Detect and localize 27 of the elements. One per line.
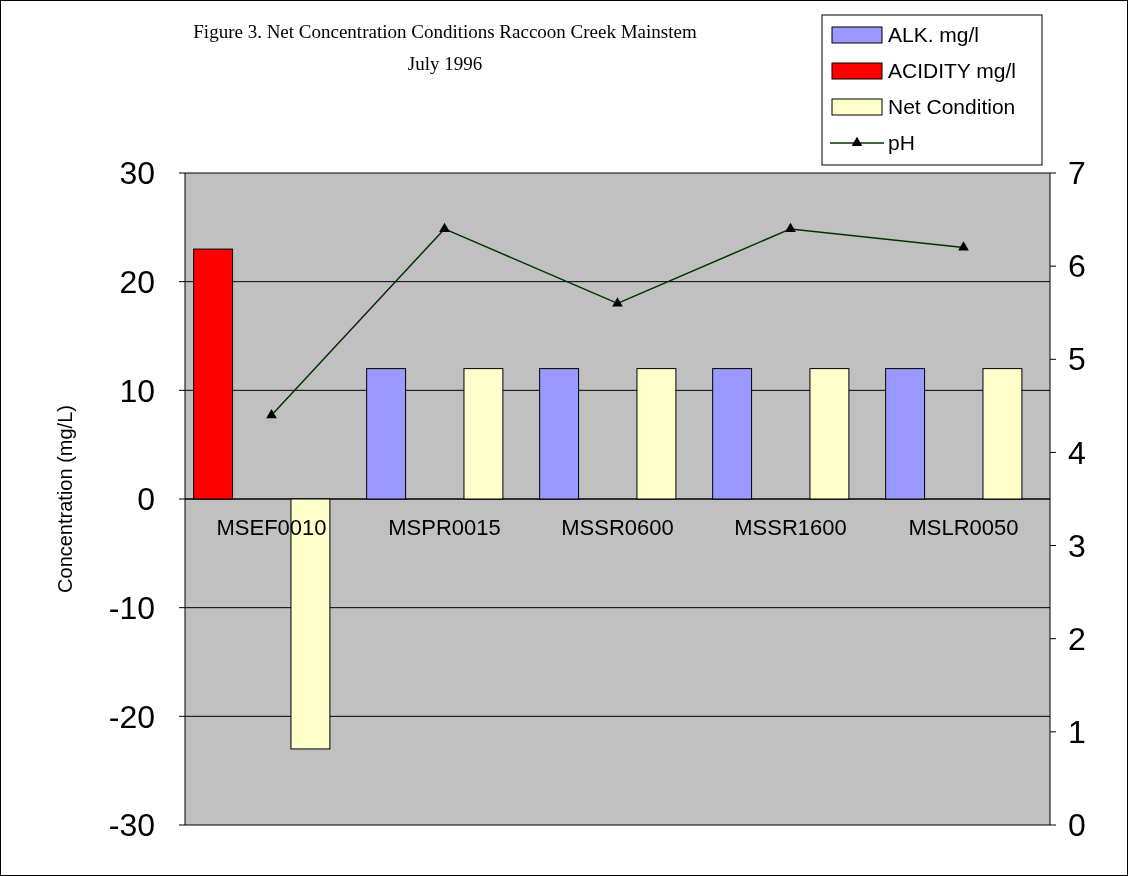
chart-title: Figure 3. Net Concentration Conditions Raccoon Creek Mainstem [193,21,697,42]
y2-tick-label: 5 [1068,341,1086,378]
chart-subtitle: July 1996 [407,53,483,74]
y2-tick-label: 6 [1068,248,1086,285]
y-tick-label: 20 [119,263,155,300]
y2-tick-label: 2 [1068,620,1086,657]
legend-label: pH [888,131,915,155]
y-tick-label: 30 [119,155,155,192]
y2-tick-label: 0 [1068,807,1086,844]
y-tick-label: -20 [108,698,155,735]
y2-tick-label: 3 [1068,527,1086,564]
y2-tick-label: 7 [1068,155,1086,192]
y-tick-label: 0 [137,481,155,518]
x-tick-label: MSPR0015 [388,515,501,540]
y2-tick-label: 1 [1068,714,1086,751]
x-tick-label: MSEF0010 [216,515,327,540]
x-tick-label: MSLR0050 [908,515,1019,540]
legend-label: Net Condition [888,95,1016,119]
legend-label: ACIDITY mg/l [888,59,1016,83]
legend-label: ALK. mg/l [888,23,980,47]
y-tick-label: -30 [108,807,155,844]
x-tick-label: MSSR1600 [734,515,847,540]
y-axis-title: Concentration (mg/L) [54,405,76,593]
y-tick-label: 10 [119,372,155,409]
y2-tick-label: 4 [1068,434,1086,471]
y-tick-label: -10 [108,589,155,626]
x-tick-label: MSSR0600 [561,515,674,540]
